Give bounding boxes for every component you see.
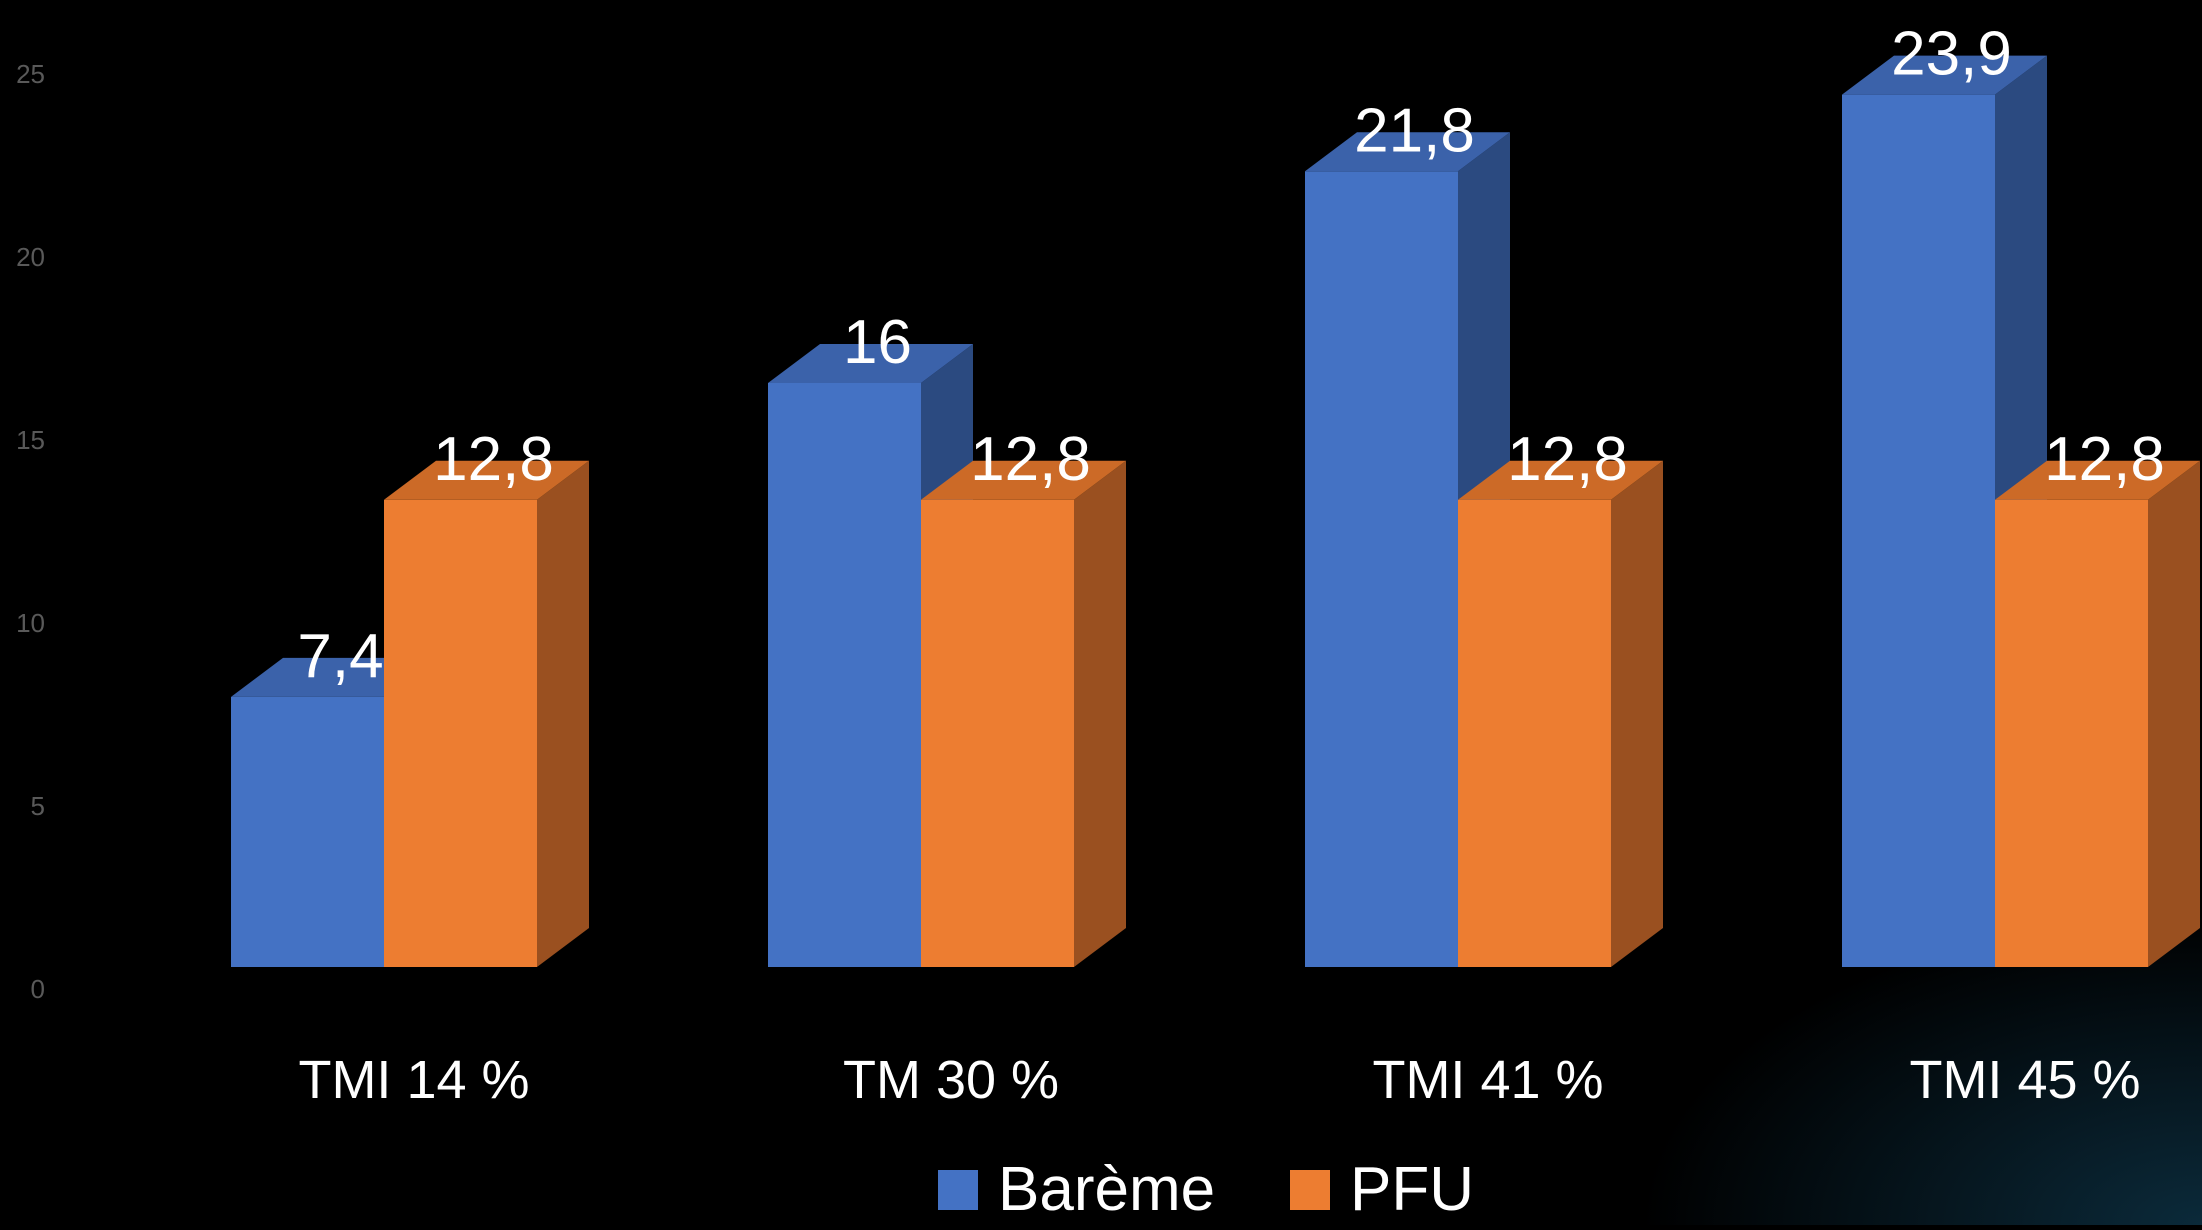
x-category-label: TMI 41 % — [1372, 1050, 1603, 1110]
bar-group — [768, 344, 1126, 967]
y-tick-label: 5 — [31, 791, 45, 821]
data-label-pfu: 12,8 — [970, 425, 1091, 494]
legend-swatch — [938, 1170, 978, 1210]
y-tick-label: 15 — [16, 425, 45, 455]
data-label-pfu: 12,8 — [2044, 425, 2165, 494]
bar-group — [1842, 55, 2200, 967]
bar-front-face — [384, 499, 537, 967]
y-axis: 0 5 10 15 20 25 — [16, 59, 45, 1004]
legend-swatch — [1290, 1170, 1330, 1210]
y-tick-label: 10 — [16, 608, 45, 638]
bars-group — [231, 55, 2200, 968]
data-label-bareme: 23,9 — [1891, 20, 2012, 89]
bar-front-face — [231, 696, 384, 967]
data-labels-group: 7,4 12,8 16 12,8 21,8 12,8 23,9 12,8 — [297, 20, 2164, 691]
bar-top-face — [768, 344, 973, 383]
bar-side-face — [2148, 460, 2200, 967]
bar-pfu — [921, 460, 1126, 967]
data-label-pfu: 12,8 — [433, 425, 554, 494]
legend-label: Barème — [998, 1155, 1215, 1224]
bar-side-face — [1611, 460, 1663, 967]
x-category-label: TM 30 % — [843, 1050, 1059, 1110]
bar-front-face — [1842, 94, 1995, 967]
bar-side-face — [1074, 460, 1126, 967]
bar-front-face — [1458, 499, 1611, 967]
legend-label: PFU — [1350, 1155, 1474, 1224]
bar-front-face — [1995, 499, 2148, 967]
legend: Barème PFU — [938, 1155, 1474, 1224]
bar-group — [1305, 132, 1663, 968]
legend-item-bareme: Barème — [938, 1155, 1215, 1224]
bar-pfu — [1995, 460, 2200, 967]
bar-top-face — [1995, 460, 2200, 500]
x-axis: TMI 14 % TM 30 % TMI 41 % TMI 45 % — [298, 1050, 2140, 1110]
y-tick-label: 0 — [31, 974, 45, 1004]
data-label-bareme: 21,8 — [1354, 96, 1475, 165]
bar-pfu — [1458, 460, 1663, 967]
x-category-label: TMI 45 % — [1909, 1050, 2140, 1110]
bar-front-face — [1305, 171, 1458, 968]
bar-top-face — [921, 460, 1126, 500]
bar-front-face — [768, 383, 921, 967]
bar-top-face — [384, 460, 589, 500]
bar-side-face — [537, 460, 589, 967]
x-category-label: TMI 14 % — [298, 1050, 529, 1110]
bar-top-face — [1458, 460, 1663, 500]
y-tick-label: 25 — [16, 59, 45, 89]
bar-pfu — [384, 460, 589, 967]
bar-top-face — [1305, 132, 1510, 172]
bar-group — [231, 460, 589, 967]
legend-item-pfu: PFU — [1290, 1155, 1474, 1224]
bar-front-face — [921, 499, 1074, 967]
bar-top-face — [1842, 55, 2047, 95]
data-label-bareme: 16 — [843, 308, 912, 377]
data-label-bareme: 7,4 — [297, 622, 383, 691]
y-tick-label: 20 — [16, 242, 45, 272]
data-label-pfu: 12,8 — [1507, 425, 1628, 494]
